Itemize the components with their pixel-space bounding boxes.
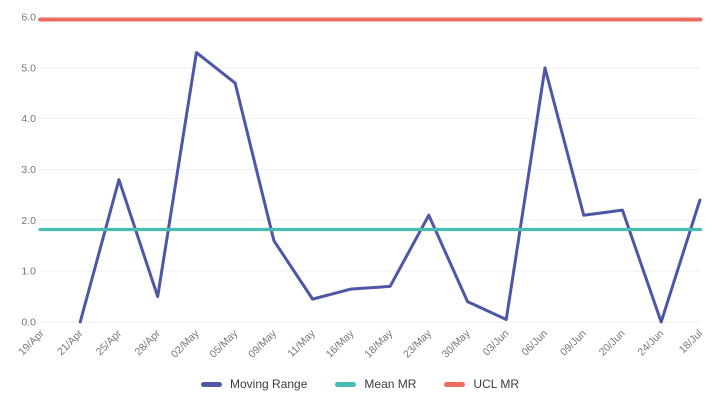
legend-item-moving-range[interactable]: Moving Range — [201, 376, 307, 392]
legend-item-ucl-mr[interactable]: UCL MR — [444, 376, 519, 392]
x-axis-tick-label: 23/May — [401, 327, 434, 360]
x-axis-tick-label: 02/May — [169, 327, 202, 360]
moving-range-line — [78, 51, 702, 324]
y-axis-tick-label: 5.0 — [21, 62, 36, 74]
x-axis-tick-label: 25/Apr — [94, 327, 125, 358]
chart-plot-area: 0.01.02.03.04.05.06.019/Apr 21/Apr 25/Apr 2… — [16, 12, 705, 361]
x-axis-tick-label: 18/Jul — [677, 328, 705, 356]
x-axis-tick-label: 28/Apr — [132, 327, 163, 358]
legend-label-mean-mr: Mean MR — [364, 377, 417, 391]
y-axis-tick-label: 0.0 — [21, 317, 36, 329]
x-axis-tick-label: 18/May — [362, 327, 395, 360]
y-axis-tick-label: 3.0 — [21, 164, 36, 176]
x-axis-tick-label: 03/Jun — [481, 328, 512, 359]
legend-item-mean-mr[interactable]: Mean MR — [335, 376, 416, 392]
x-axis-tick-label: 06/Jun — [519, 328, 550, 359]
y-axis-tick-label: 6.0 — [21, 12, 36, 24]
x-axis-tick-label: 09/Jun — [558, 328, 589, 359]
legend-label-moving-range: Moving Range — [230, 377, 308, 391]
x-axis-tick-label: 20/Jun — [597, 328, 628, 359]
x-axis-tick-label: 11/May — [285, 327, 318, 360]
legend-label-ucl-mr: UCL MR — [473, 377, 519, 391]
ucl-mr-swatch-icon — [444, 381, 466, 387]
x-axis-tick-label: 30/May — [440, 327, 473, 360]
x-axis-tick-label: 21/Apr — [55, 327, 86, 358]
x-axis-tick-label: 24/Jun — [636, 328, 667, 359]
x-axis-tick-label: 19/Apr — [16, 327, 47, 358]
y-axis-tick-label: 4.0 — [21, 113, 36, 125]
y-axis-tick-label: 1.0 — [21, 266, 36, 278]
moving-range-swatch-icon — [201, 381, 223, 387]
mean-mr-swatch-icon — [335, 381, 357, 387]
x-axis-tick-label: 16/May — [324, 327, 357, 360]
x-axis-tick-label: 09/May — [246, 327, 279, 360]
y-axis-tick-label: 2.0 — [21, 215, 36, 227]
chart-legend: Moving Range Mean MR UCL MR — [0, 376, 720, 392]
x-axis-tick-label: 05/May — [207, 327, 240, 360]
